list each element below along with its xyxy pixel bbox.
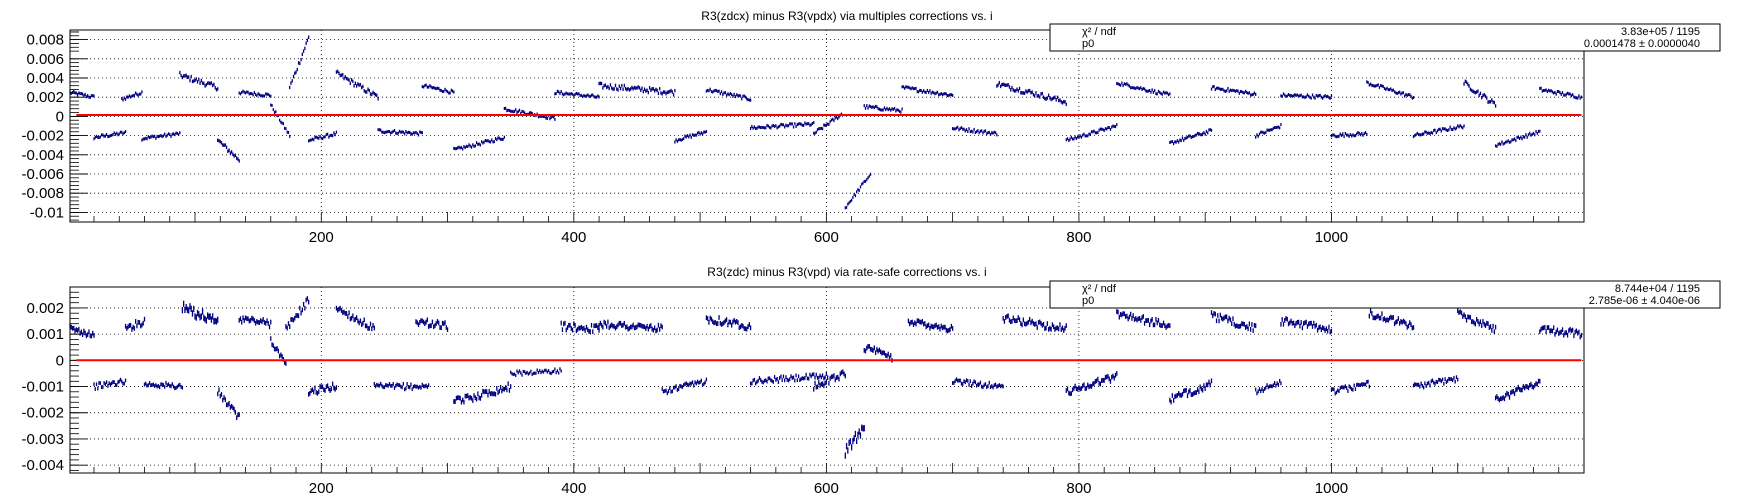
x-tick-label: 400 bbox=[561, 480, 586, 497]
stats-row2-label: p0 bbox=[1082, 38, 1094, 50]
x-tick-label: 800 bbox=[1066, 480, 1091, 497]
x-tick-label: 1000 bbox=[1315, 229, 1348, 246]
y-tick-label: 0.004 bbox=[26, 70, 64, 87]
x-tick-label: 200 bbox=[309, 229, 334, 246]
data-points bbox=[69, 35, 1583, 210]
y-tick-label: -0.002 bbox=[21, 405, 64, 422]
plot-bottom: R3(zdc) minus R3(vpd) via rate-safe corr… bbox=[21, 265, 1721, 497]
y-tick-label: 0.008 bbox=[26, 32, 64, 49]
stats-row1-label: χ² / ndf bbox=[1082, 283, 1117, 295]
y-tick-label: -0.01 bbox=[30, 204, 64, 221]
y-tick-label: 0.002 bbox=[26, 89, 64, 106]
x-tick-label: 200 bbox=[309, 480, 334, 497]
plot-frame bbox=[69, 286, 1585, 474]
y-tick-label: 0.001 bbox=[26, 326, 64, 343]
plot-top: R3(zdcx) minus R3(vpdx) via multiples co… bbox=[21, 9, 1721, 246]
stats-row2-value: 0.0001478 ± 0.0000040 bbox=[1584, 38, 1700, 50]
y-tick-label: -0.003 bbox=[21, 431, 64, 448]
data-points bbox=[69, 296, 1583, 459]
y-tick-label: -0.004 bbox=[21, 457, 64, 474]
stats-box bbox=[1049, 280, 1721, 309]
stats-row1-label: χ² / ndf bbox=[1082, 26, 1117, 38]
x-tick-label: 600 bbox=[814, 480, 839, 497]
y-tick-label: -0.001 bbox=[21, 379, 64, 396]
y-tick-label: 0 bbox=[56, 352, 64, 369]
y-tick-label: -0.006 bbox=[21, 166, 64, 183]
x-tick-label: 400 bbox=[561, 229, 586, 246]
stats-row1-value: 3.83e+05 / 1195 bbox=[1621, 26, 1700, 38]
stats-row2-value: 2.785e-06 ± 4.040e-06 bbox=[1589, 295, 1700, 307]
x-tick-label: 600 bbox=[814, 229, 839, 246]
stats-box bbox=[1049, 23, 1721, 52]
plot-frame bbox=[69, 29, 1585, 223]
stats-row2-label: p0 bbox=[1082, 295, 1094, 307]
y-tick-label: -0.004 bbox=[21, 147, 64, 164]
y-tick-label: 0 bbox=[56, 108, 64, 125]
chart-title: R3(zdc) minus R3(vpd) via rate-safe corr… bbox=[707, 265, 986, 279]
y-tick-label: -0.002 bbox=[21, 128, 64, 145]
x-tick-label: 1000 bbox=[1315, 480, 1348, 497]
x-tick-label: 800 bbox=[1066, 229, 1091, 246]
y-tick-label: -0.008 bbox=[21, 185, 64, 202]
y-tick-label: 0.006 bbox=[26, 51, 64, 68]
stats-row1-value: 8.744e+04 / 1195 bbox=[1615, 283, 1700, 295]
chart-title: R3(zdcx) minus R3(vpdx) via multiples co… bbox=[701, 9, 992, 23]
y-tick-label: 0.002 bbox=[26, 300, 64, 317]
